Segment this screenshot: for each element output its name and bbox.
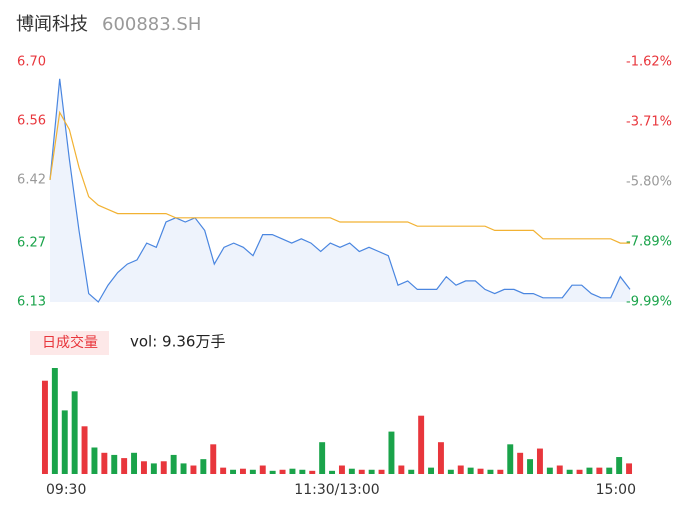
- y-tick-label: 6.56: [17, 113, 46, 128]
- volume-bar: [527, 459, 534, 474]
- volume-bar: [358, 469, 365, 474]
- volume-bar: [457, 465, 464, 474]
- volume-bar: [259, 465, 266, 474]
- volume-bar: [507, 444, 514, 474]
- volume-bar: [269, 470, 276, 474]
- volume-bar: [398, 465, 405, 474]
- volume-bar: [210, 444, 217, 474]
- volume-bar: [81, 426, 88, 474]
- x-tick-label: 11:30/13:00: [294, 482, 379, 498]
- volume-bar: [289, 468, 296, 474]
- volume-bar: [200, 459, 207, 474]
- volume-bar: [319, 442, 326, 474]
- volume-bar: [111, 454, 118, 474]
- volume-bar: [596, 467, 603, 474]
- volume-bar: [91, 447, 98, 474]
- volume-bar: [348, 468, 355, 474]
- volume-bar: [131, 452, 138, 474]
- volume-bar: [606, 467, 613, 474]
- volume-bar: [160, 461, 167, 474]
- volume-bar: [279, 469, 286, 474]
- y-tick-label: 6.27: [17, 236, 46, 251]
- volume-bar: [437, 442, 444, 474]
- volume-label: 日成交量: [42, 334, 98, 351]
- volume-bar: [239, 468, 246, 474]
- y2-tick-label: -1.62%: [626, 55, 672, 70]
- y-tick-label: 6.13: [17, 295, 46, 310]
- volume-bar: [299, 469, 306, 474]
- volume-bar: [586, 467, 593, 474]
- volume-bar: [517, 452, 524, 474]
- volume-bar: [41, 380, 48, 474]
- volume-bar: [626, 463, 633, 474]
- volume-bar: [487, 469, 494, 474]
- volume-bar: [388, 431, 395, 474]
- volume-bar: [121, 458, 128, 474]
- stock-name: 博闻科技: [16, 14, 88, 35]
- volume-bar: [61, 410, 68, 474]
- average-line: [49, 110, 630, 244]
- volume-bar: [408, 469, 415, 474]
- volume-bar: [230, 469, 237, 474]
- volume-bar: [190, 465, 197, 474]
- volume-bar: [418, 415, 425, 474]
- volume-bar: [556, 465, 563, 474]
- volume-bar: [51, 368, 58, 474]
- volume-bar: [220, 467, 227, 474]
- x-tick-label: 15:00: [596, 482, 636, 498]
- volume-bar: [477, 468, 484, 474]
- volume-bar: [566, 469, 573, 474]
- volume-bar: [546, 467, 553, 474]
- volume-bar: [616, 457, 623, 474]
- y-tick-label: 6.42: [17, 172, 46, 187]
- volume-bar: [140, 461, 147, 474]
- volume-bar: [71, 391, 78, 474]
- legend-box: [30, 331, 109, 355]
- volume-bar: [150, 463, 157, 474]
- volume-bar: [249, 469, 256, 474]
- y2-tick-label: -3.71%: [626, 114, 672, 129]
- volume-bar: [576, 469, 583, 474]
- y2-tick-label: -7.89%: [626, 234, 672, 249]
- volume-bar: [378, 469, 385, 474]
- volume-bar: [101, 452, 108, 474]
- y-tick-label: 6.70: [17, 55, 46, 70]
- volume-bar: [428, 467, 435, 474]
- volume-bar: [447, 469, 454, 474]
- volume-total: vol: 9.36万手: [130, 333, 225, 351]
- price-area: [50, 78, 630, 302]
- volume-bar: [368, 469, 375, 474]
- volume-bar: [180, 463, 187, 474]
- volume-bar: [329, 470, 336, 474]
- volume-bar: [170, 454, 177, 474]
- volume-bar: [497, 469, 504, 474]
- volume-bar: [338, 465, 345, 474]
- price-line: [49, 78, 631, 303]
- y2-tick-label: -5.80%: [626, 174, 672, 189]
- volume-bar: [536, 448, 543, 474]
- y2-tick-label: -9.99%: [626, 295, 672, 310]
- volume-bar: [309, 470, 316, 474]
- stock-code: 600883.SH: [102, 14, 201, 35]
- x-tick-label: 09:30: [46, 482, 86, 498]
- volume-bar: [467, 467, 474, 474]
